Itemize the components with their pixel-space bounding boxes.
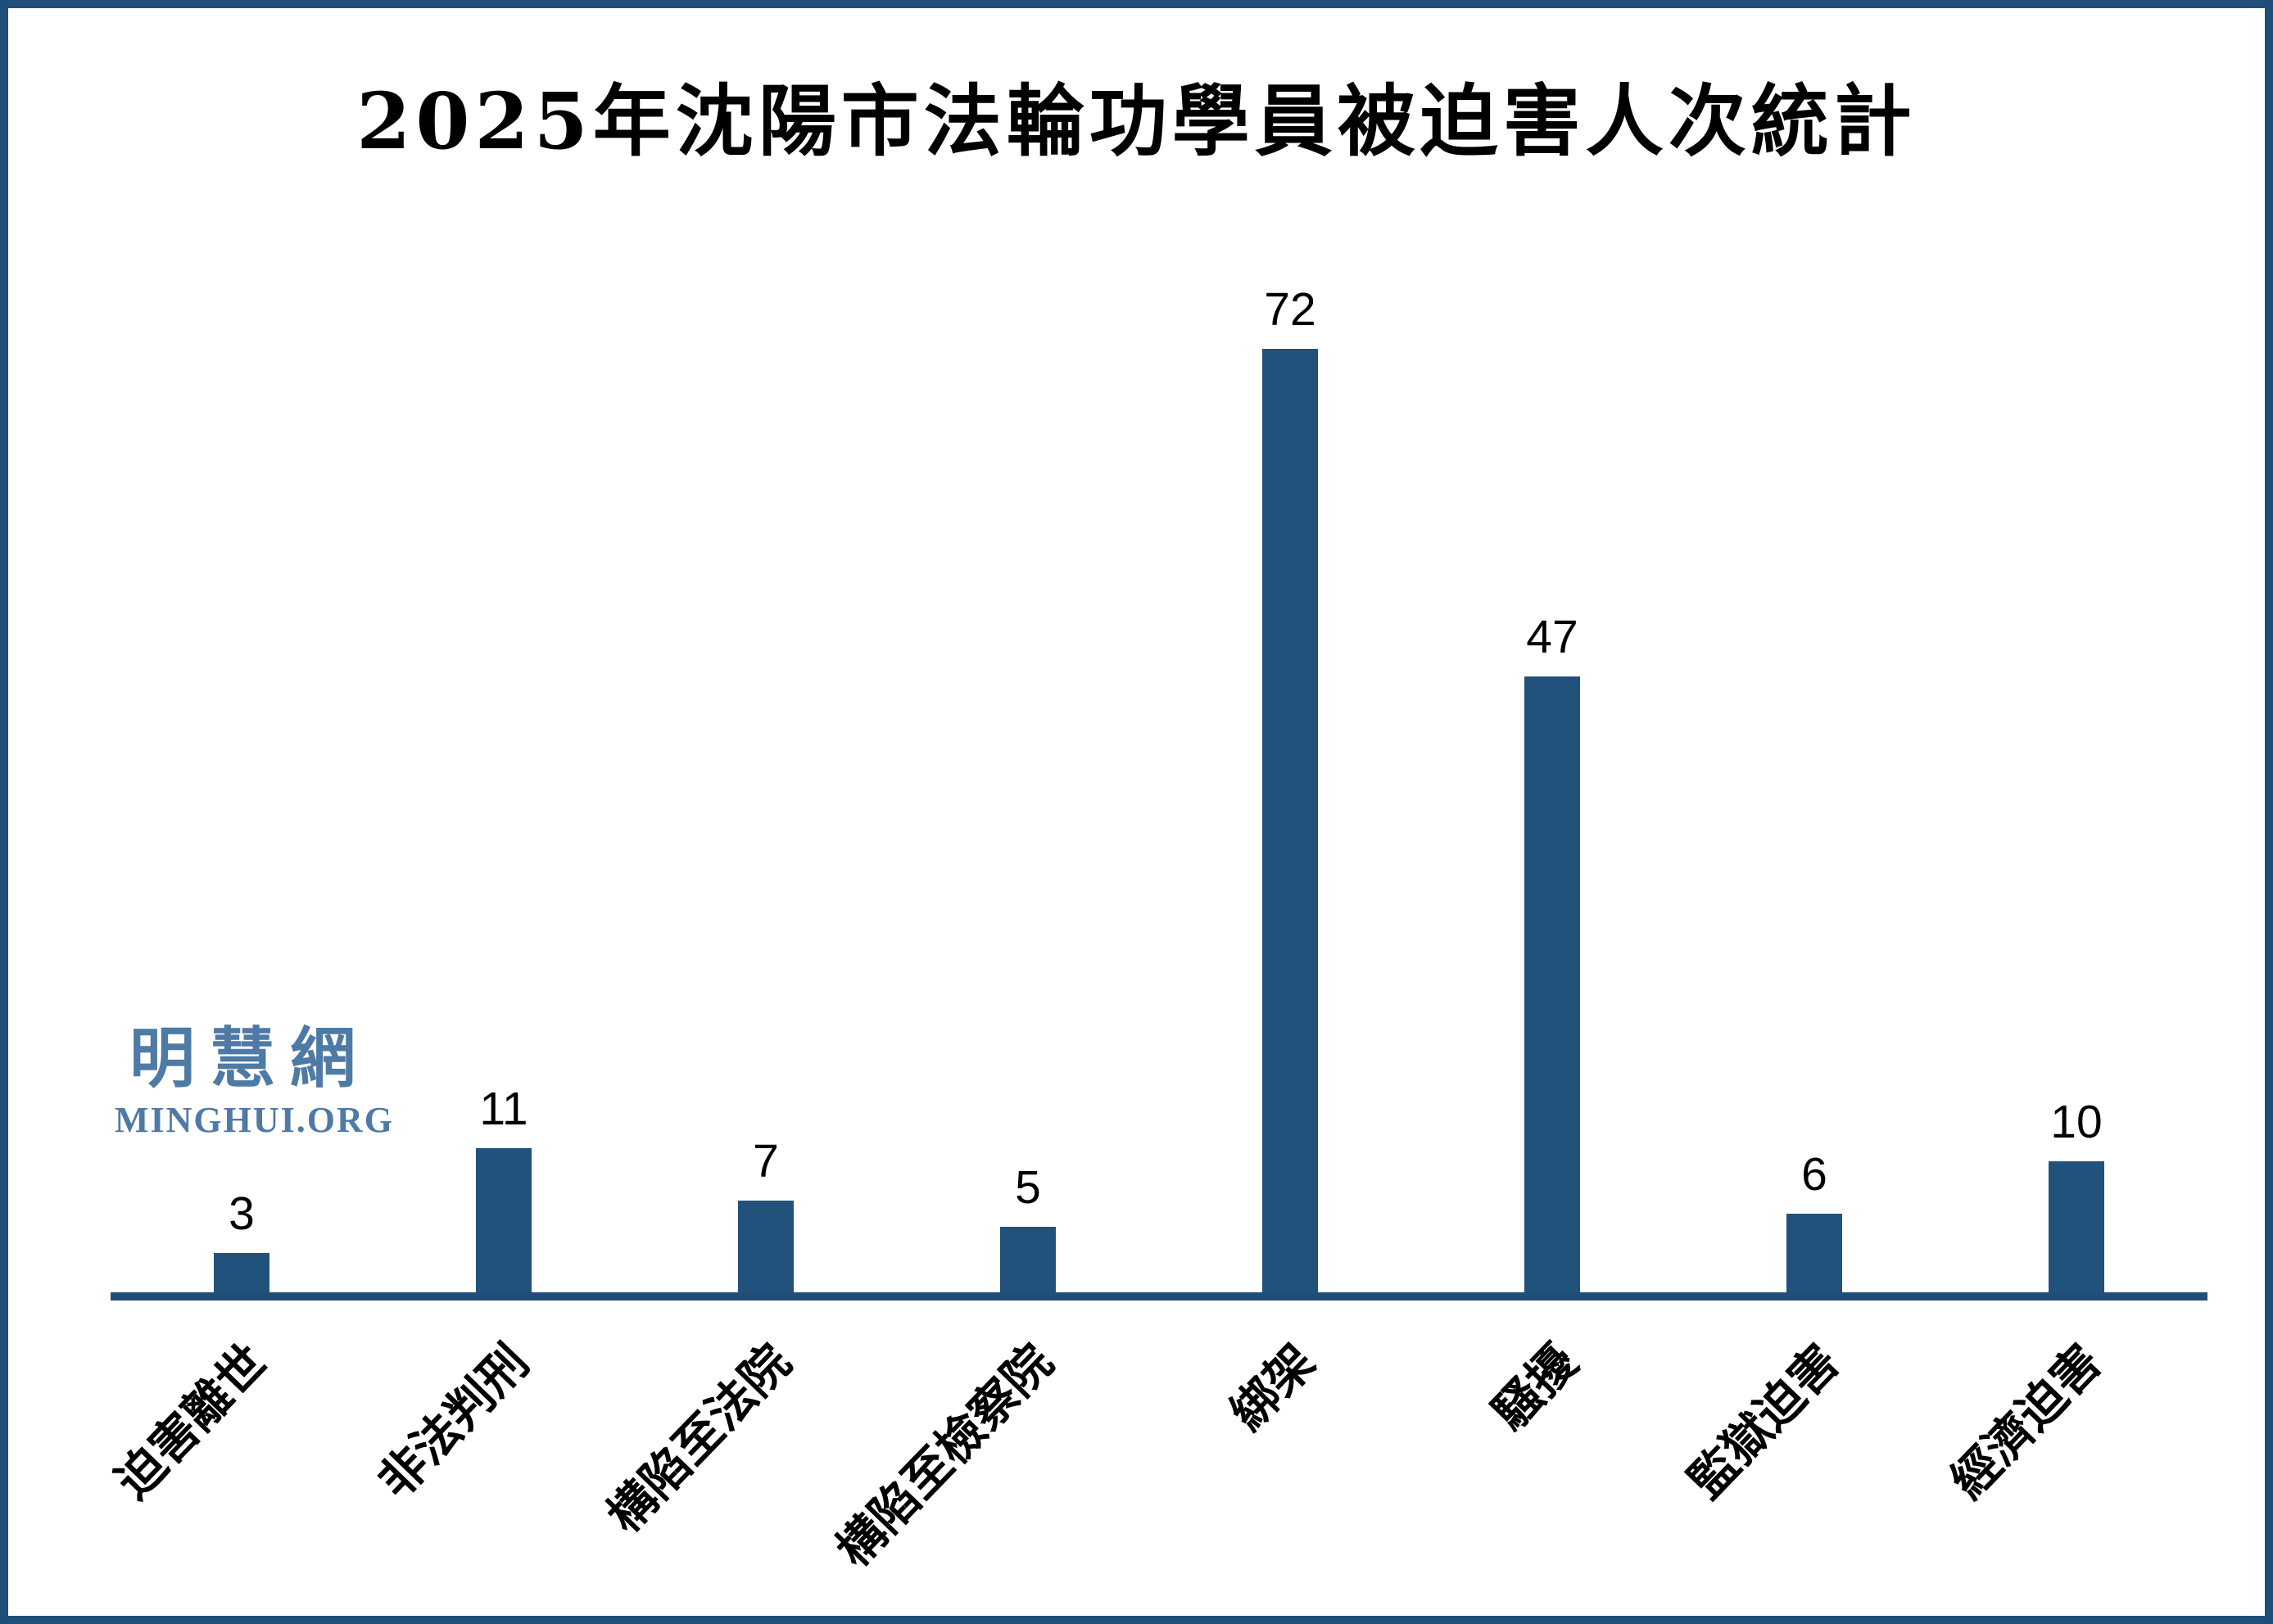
category-label: 經濟迫害 [1940, 1333, 2112, 1509]
bar-構陷至檢察院 [1000, 1227, 1056, 1292]
category-label: 綁架 [1219, 1333, 1326, 1441]
category-label: 構陷至法院 [595, 1333, 802, 1544]
bar-騷擾 [1524, 676, 1580, 1292]
bar-經濟迫害 [2049, 1161, 2104, 1292]
minghui-logo: 明慧網 MINGHUI.ORG [115, 1020, 394, 1141]
value-label: 72 [1264, 283, 1316, 336]
bar-迫害離世 [214, 1253, 269, 1292]
category-label: 非法判刑 [367, 1333, 540, 1509]
category-label: 監獄迫害 [1678, 1333, 1850, 1509]
x-axis-line [111, 1292, 2207, 1301]
value-label: 5 [1015, 1161, 1041, 1214]
bar-構陷至法院 [738, 1201, 794, 1292]
category-label: 騷擾 [1481, 1333, 1588, 1441]
value-label: 10 [2050, 1096, 2103, 1148]
category-label: 迫害離世 [105, 1333, 278, 1509]
value-label: 3 [229, 1187, 255, 1240]
minghui-logo-latin: MINGHUI.ORG [115, 1100, 394, 1140]
chart-title: 2025年沈陽市法輪功學員被迫害人次統計 [356, 76, 1917, 167]
bar-監獄迫害 [1786, 1214, 1842, 1292]
bar-非法判刑 [476, 1148, 532, 1292]
value-label: 11 [479, 1083, 528, 1135]
value-label: 7 [753, 1135, 779, 1187]
minghui-logo-cjk: 明慧網 [129, 1020, 370, 1097]
value-label: 6 [1801, 1148, 1827, 1201]
value-label: 47 [1526, 611, 1578, 663]
category-label: 構陷至檢察院 [825, 1333, 1064, 1578]
bar-綁架 [1262, 349, 1318, 1292]
